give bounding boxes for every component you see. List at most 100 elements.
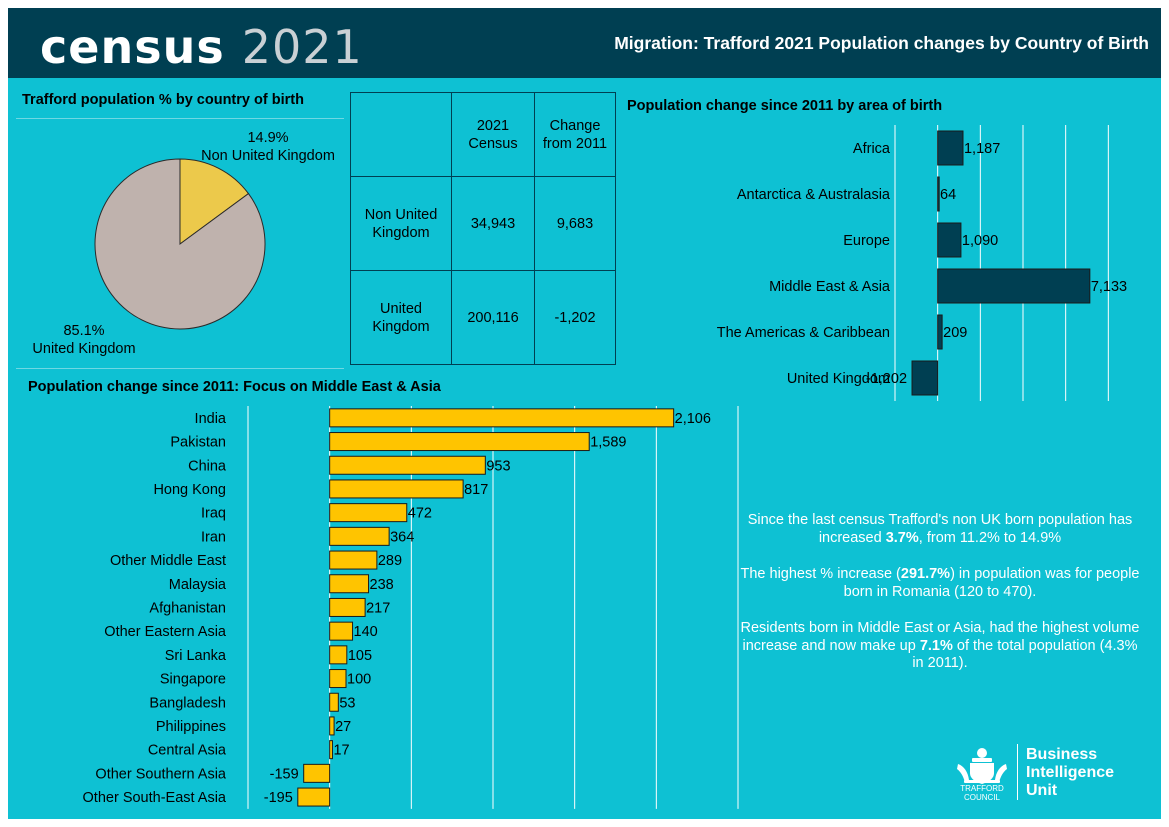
bar <box>329 716 335 736</box>
category-label: Bangladesh <box>149 695 226 711</box>
category-label: Iraq <box>201 506 226 522</box>
bar <box>329 432 590 452</box>
pie-title-divider <box>16 118 344 119</box>
bar <box>329 645 348 665</box>
bar <box>329 621 354 641</box>
data-label: 1,187 <box>964 141 1000 157</box>
data-label: 2,106 <box>675 411 711 427</box>
data-label: 53 <box>339 695 355 711</box>
table-header-cell: Change from 2011 <box>534 92 616 177</box>
category-label: The Americas & Caribbean <box>717 325 890 341</box>
category-label: Sri Lanka <box>165 648 227 664</box>
pie-chart-title: Trafford population % by country of birt… <box>22 92 304 108</box>
category-label: Central Asia <box>148 743 227 759</box>
category-label: Africa <box>853 141 891 157</box>
data-label: 217 <box>366 600 390 616</box>
bar <box>297 787 331 807</box>
category-label: Middle East & Asia <box>769 279 891 295</box>
table-header-cell: 2021 Census <box>451 92 535 177</box>
pie-bottom-divider <box>16 368 344 369</box>
category-label: Other Eastern Asia <box>104 624 227 640</box>
bar <box>937 268 1091 304</box>
bar <box>937 130 964 166</box>
pie-chart: 14.9% Non United Kingdom 85.1% United Kingd… <box>32 130 335 357</box>
pie-label-name: Non United Kingdom <box>201 148 335 164</box>
data-label: 364 <box>390 529 414 545</box>
business-intelligence-unit-logo: Business Intelligence Unit <box>1026 746 1115 799</box>
middle-east-asia-bar-chart: India 2,106 Pakistan 1,589 China 953 Hong Kong… <box>83 406 739 809</box>
bar <box>329 479 464 499</box>
area-of-birth-bar-chart: Africa 1,187 Antarctica & Australasia 64 Eur… <box>717 125 1127 401</box>
data-label: -1,202 <box>866 371 907 387</box>
data-label: 472 <box>408 506 432 522</box>
category-label: Hong Kong <box>153 482 226 498</box>
data-label: -195 <box>264 790 293 806</box>
table-header-row: 2021 Census Change from 2011 <box>350 92 616 177</box>
bar <box>329 455 486 475</box>
data-label: 27 <box>335 719 351 735</box>
category-label: Antarctica & Australasia <box>737 187 891 203</box>
pie-slice <box>179 158 250 245</box>
bar <box>329 526 390 546</box>
data-label: 238 <box>370 577 394 593</box>
council-label: TRAFFORD COUNCIL <box>960 784 1004 802</box>
category-label: Iran <box>201 529 226 545</box>
table-cell: United Kingdom <box>350 270 452 365</box>
bar <box>329 597 366 617</box>
data-label: 817 <box>464 482 488 498</box>
bar <box>303 763 331 783</box>
table-header-cell <box>350 92 452 177</box>
pie-slice <box>94 158 266 330</box>
pie-label-value: 85.1% <box>63 323 104 339</box>
census-logo: census 2021 <box>40 20 363 74</box>
asia-chart-title: Population change since 2011: Focus on M… <box>28 379 441 395</box>
category-label: United Kingdom <box>787 371 890 387</box>
data-label: 7,133 <box>1091 279 1127 295</box>
table-cell: 34,943 <box>451 176 535 271</box>
page-title: Migration: Trafford 2021 Population chan… <box>614 33 1149 53</box>
pie-label-value: 14.9% <box>247 130 288 146</box>
category-label: Afghanistan <box>149 600 226 616</box>
table-cell: 9,683 <box>534 176 616 271</box>
data-label: 64 <box>940 187 956 203</box>
data-label: 1,589 <box>590 435 626 451</box>
table-cell: 200,116 <box>451 270 535 365</box>
pie-label: 85.1% United Kingdom <box>32 323 135 357</box>
bar <box>329 503 408 523</box>
data-label: 289 <box>378 553 402 569</box>
category-label: Philippines <box>156 719 226 735</box>
header-bar: census 2021 Migration: Trafford 2021 Pop… <box>8 8 1161 78</box>
pie-label-name: United Kingdom <box>32 341 135 357</box>
bar <box>937 314 943 350</box>
summary-text: Since the last census Trafford's non UK … <box>738 512 1142 692</box>
pie-label: 14.9% Non United Kingdom <box>201 130 335 164</box>
category-label: Singapore <box>160 672 226 688</box>
data-label: 17 <box>333 743 349 759</box>
data-label: 953 <box>486 458 510 474</box>
bar <box>937 222 962 258</box>
logo-divider <box>1017 744 1018 800</box>
summary-paragraph: Since the last census Trafford's non UK … <box>747 512 1133 546</box>
data-label: 209 <box>943 325 967 341</box>
bar <box>329 550 378 570</box>
category-label: Pakistan <box>170 435 226 451</box>
table-cell: Non United Kingdom <box>350 176 452 271</box>
trafford-council-crest-icon <box>957 748 1007 784</box>
data-label: 105 <box>348 648 372 664</box>
summary-paragraph: The highest % increase (291.7%) in popul… <box>740 566 1140 600</box>
data-label: 100 <box>347 672 371 688</box>
table-cell: -1,202 <box>534 270 616 365</box>
category-label: India <box>195 411 227 427</box>
bar <box>329 408 675 428</box>
table-row: United Kingdom 200,116 -1,202 <box>350 270 616 365</box>
bar <box>329 740 333 760</box>
data-label: 1,090 <box>962 233 998 249</box>
table-row: Non United Kingdom 34,943 9,683 <box>350 176 616 271</box>
category-label: Malaysia <box>169 577 227 593</box>
bar <box>911 360 939 396</box>
category-label: Europe <box>843 233 890 249</box>
data-label: -159 <box>270 766 299 782</box>
bar <box>329 692 339 712</box>
category-label: Other Southern Asia <box>95 766 227 782</box>
data-label: 140 <box>354 624 378 640</box>
